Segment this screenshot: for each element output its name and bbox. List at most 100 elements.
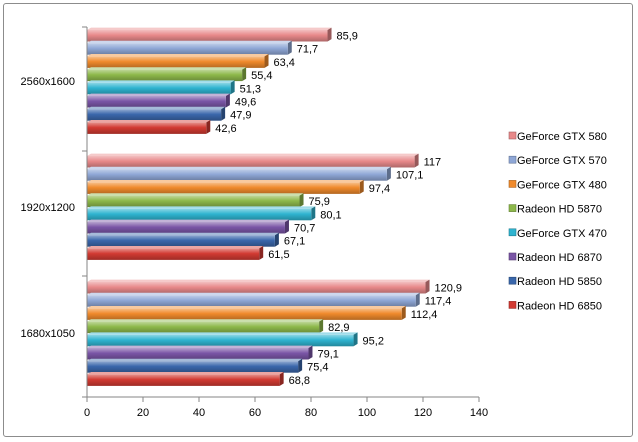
bar-top-face	[87, 40, 292, 44]
bar-top-face	[87, 180, 364, 183]
bar-geforce-gtx-470-2560x1600	[87, 82, 231, 95]
bar-end-face	[401, 306, 406, 320]
bar-geforce-gtx-480-1920x1200	[87, 182, 360, 194]
bar-top-face	[87, 93, 230, 96]
x-tick-label: 140	[470, 407, 488, 419]
bar-end-face	[287, 40, 292, 55]
bar-radeon-hd-6850-1920x1200	[87, 248, 260, 260]
legend-label-radeon-hd-5870: Radeon HD 5870	[517, 204, 602, 216]
bar-end-face	[284, 219, 289, 234]
bar-geforce-gtx-470-1920x1200	[87, 208, 312, 221]
bar-geforce-gtx-480-1680x1050	[87, 308, 402, 320]
bar-top-face	[87, 193, 304, 196]
category-label-2560x1600: 2560x1600	[21, 76, 75, 88]
data-label: 117,4	[425, 296, 452, 308]
bar-radeon-hd-6850-1680x1050	[87, 374, 280, 386]
bar-end-face	[279, 372, 284, 386]
data-label: 75,9	[309, 196, 330, 208]
legend-label-geforce-gtx-580: GeForce GTX 580	[517, 131, 607, 143]
bar-radeon-hd-6850-2560x1600	[87, 122, 207, 134]
category-label-1920x1200: 1920x1200	[21, 202, 75, 214]
x-tick-label: 80	[305, 407, 317, 419]
bar-top-face	[87, 306, 406, 309]
bar-top-face	[87, 372, 284, 375]
bar-radeon-hd-5870-1680x1050	[87, 321, 320, 334]
bar-radeon-hd-5850-1680x1050	[87, 361, 299, 373]
bar-end-face	[319, 319, 324, 334]
data-label: 68,8	[289, 375, 310, 387]
data-label: 47,9	[230, 110, 251, 122]
data-label: 55,4	[251, 70, 272, 82]
bar-end-face	[259, 246, 264, 260]
legend-swatch-radeon-hd-6870	[508, 252, 517, 261]
legend-label-geforce-gtx-570: GeForce GTX 570	[517, 155, 607, 167]
bar-geforce-gtx-580-1920x1200	[87, 156, 415, 168]
bar-end-face	[206, 120, 211, 134]
bar-geforce-gtx-480-2560x1600	[87, 56, 265, 68]
x-tick-label: 100	[358, 407, 376, 419]
data-label: 42,6	[215, 123, 236, 135]
x-tick-label: 0	[84, 407, 90, 419]
bar-radeon-hd-5850-2560x1600	[87, 109, 222, 121]
bar-radeon-hd-5870-2560x1600	[87, 69, 243, 82]
data-label: 80,1	[320, 209, 341, 221]
bar-top-face	[87, 279, 430, 282]
bar-top-face	[87, 345, 313, 348]
legend-label-geforce-gtx-480: GeForce GTX 480	[517, 179, 607, 191]
data-label: 95,2	[363, 335, 384, 347]
bar-end-face	[353, 332, 358, 347]
bar-top-face	[87, 54, 269, 57]
bar-geforce-gtx-470-1680x1050	[87, 334, 354, 347]
bar-geforce-gtx-570-2560x1600	[87, 43, 288, 55]
legend-swatch-geforce-gtx-470	[508, 228, 517, 237]
legend-swatch-geforce-gtx-580	[508, 131, 517, 140]
bar-top-face	[87, 106, 226, 110]
x-tick-label: 40	[193, 407, 205, 419]
bar-radeon-hd-6870-2560x1600	[87, 96, 226, 108]
bar-end-face	[415, 292, 420, 307]
data-label: 112,4	[411, 309, 438, 321]
bar-geforce-gtx-570-1920x1200	[87, 169, 387, 181]
bar-end-face	[299, 193, 304, 208]
bar-top-face	[87, 319, 324, 322]
bar-top-face	[87, 219, 289, 222]
bar-end-face	[225, 93, 230, 108]
bar-geforce-gtx-580-1680x1050	[87, 282, 426, 294]
plot-area: 85,9 71,763,455,451,3 49,647,942,6 117107,1…	[87, 27, 463, 387]
bar-top-face	[87, 120, 211, 123]
bar-radeon-hd-5850-1920x1200	[87, 235, 275, 247]
data-label: 63,4	[274, 57, 295, 69]
legend-label-radeon-hd-6850: Radeon HD 6850	[517, 300, 602, 312]
legend-label-radeon-hd-5850: Radeon HD 5850	[517, 276, 602, 288]
data-label: 97,4	[369, 183, 390, 195]
data-label: 75,4	[307, 362, 328, 374]
data-label: 49,6	[235, 97, 256, 109]
legend: GeForce GTX 580 GeForce GTX 570 GeForce GT…	[508, 131, 607, 312]
data-label: 117	[424, 157, 442, 169]
bar-end-face	[311, 206, 316, 221]
legend-swatch-radeon-hd-5870	[508, 204, 517, 212]
bar-end-face	[308, 345, 313, 360]
bar-top-face	[87, 27, 332, 30]
data-label: 107,1	[396, 170, 424, 182]
bar-end-face	[327, 27, 332, 42]
x-axis: 0 20 40 60 80 100 120 140	[84, 396, 488, 419]
bar-end-face	[230, 80, 235, 95]
bar-end-face	[386, 166, 391, 181]
category-label-1680x1050: 1680x1050	[21, 328, 75, 340]
bar-end-face	[425, 279, 430, 294]
bar-end-face	[359, 180, 364, 194]
bar-radeon-hd-5870-1920x1200	[87, 195, 300, 208]
y-axis: 2560x1600 1920x1200 1680x1050	[21, 26, 88, 398]
bar-top-face	[87, 358, 303, 362]
bar-end-face	[264, 54, 269, 68]
bar-end-face	[221, 106, 226, 121]
bar-end-face	[414, 153, 419, 168]
bar-radeon-hd-6870-1680x1050	[87, 348, 309, 360]
bar-geforce-gtx-580-2560x1600	[87, 30, 328, 42]
x-tick-label: 120	[414, 407, 432, 419]
data-label: 71,7	[297, 44, 318, 56]
data-label: 120,9	[435, 283, 463, 295]
bar-radeon-hd-6870-1920x1200	[87, 222, 285, 234]
